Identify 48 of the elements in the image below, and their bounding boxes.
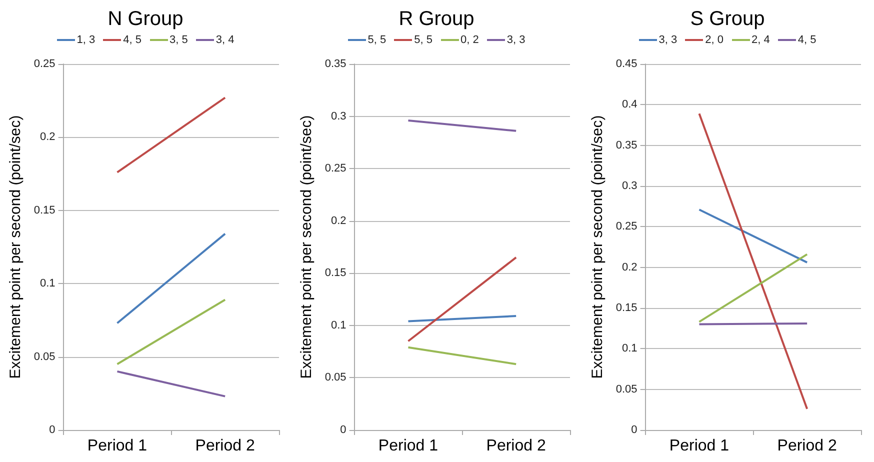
legend-label: 2, 4: [752, 34, 770, 46]
legend-label: 5, 5: [368, 34, 386, 46]
y-tick-label: 0.05: [34, 350, 56, 363]
y-tick-label: 0.25: [34, 58, 56, 70]
chart-title: N Group: [108, 8, 184, 30]
legend-label: 3, 3: [506, 34, 526, 46]
y-tick-label: 0.4: [622, 98, 638, 111]
legend-label: 4, 5: [798, 34, 816, 46]
legend-label: 0, 2: [460, 34, 479, 46]
legend-label: 1, 3: [76, 34, 96, 46]
y-tick-label: 0.1: [40, 278, 56, 290]
chart-title: R Group: [398, 8, 474, 30]
y-tick-label: 0.2: [622, 261, 638, 274]
legend-label: 5, 5: [414, 34, 432, 46]
x-tick-label: Period 2: [486, 438, 546, 454]
y-tick-label: 0.15: [616, 302, 638, 314]
y-tick-label: 0.1: [331, 319, 346, 332]
x-tick-label: Period 2: [195, 438, 255, 454]
y-tick-label: 0.05: [616, 383, 638, 396]
y-tick-label: 0.3: [331, 110, 346, 122]
y-axis-title: Excitement point per second (point/sec): [298, 115, 315, 379]
y-tick-label: 0.3: [622, 180, 638, 192]
y-tick-label: 0.2: [331, 214, 346, 227]
y-tick-label: 0: [49, 424, 56, 436]
y-tick-label: 0: [340, 424, 346, 436]
y-tick-label: 0.25: [324, 162, 346, 175]
y-tick-label: 0.2: [40, 131, 56, 144]
y-tick-label: 0.15: [324, 267, 346, 280]
legend-label: 4, 5: [123, 34, 142, 46]
y-axis-title: Excitement point per second (point/sec): [7, 115, 24, 379]
legend-label: 2, 0: [705, 34, 724, 46]
y-tick-label: 0.1: [622, 342, 638, 355]
x-tick-label: Period 1: [87, 438, 148, 454]
legend-label: 3, 3: [658, 34, 678, 46]
y-tick-label: 0.05: [324, 372, 346, 384]
y-tick-label: 0.25: [616, 220, 638, 233]
y-tick-label: 0.15: [34, 204, 56, 216]
y-tick-label: 0.45: [616, 58, 638, 70]
y-axis-title: Excitement point per second (point/sec): [589, 115, 606, 379]
x-tick-label: Period 2: [777, 438, 837, 454]
chart-title: S Group: [690, 8, 765, 30]
x-tick-label: Period 1: [378, 438, 438, 454]
legend-label: 3, 5: [170, 34, 188, 46]
y-tick-label: 0.35: [324, 58, 346, 70]
x-tick-label: Period 1: [669, 438, 730, 454]
y-tick-label: 0.35: [616, 139, 638, 152]
y-tick-label: 0: [631, 424, 638, 436]
legend-label: 3, 4: [216, 34, 234, 46]
